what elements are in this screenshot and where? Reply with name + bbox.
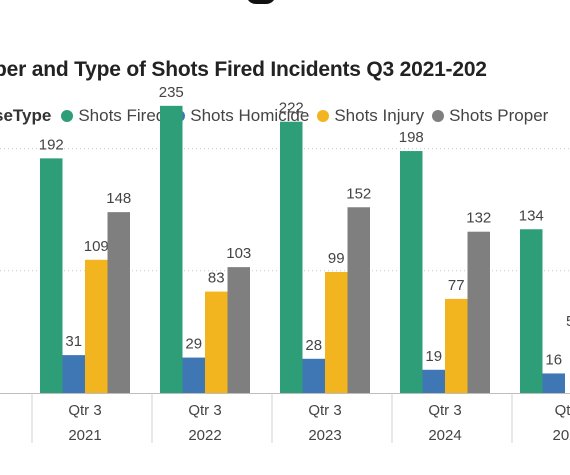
bar-shots-homicide-1	[182, 357, 205, 393]
data-label-shots-proper-1: 103	[226, 245, 251, 262]
chart-legend: seType Shots Fired Shots Homicide Shots …	[0, 106, 556, 126]
legend-item-shots-property[interactable]: Shots Proper	[432, 106, 548, 126]
data-label-shots-fired-3: 198	[399, 129, 424, 146]
x-tick-label-line2-3: 2024	[428, 427, 461, 444]
data-label-shots-proper-3: 132	[466, 210, 491, 227]
bar-shots-fired-4	[520, 229, 543, 393]
dashboard-title-fragment	[0, 0, 570, 8]
data-label-shots-fired-2: 222	[279, 100, 304, 117]
legend-label-shots-injury: Shots Injury	[334, 106, 425, 125]
data-label-shots-injury-2: 99	[328, 250, 345, 267]
bar-shots-homicide-2	[302, 358, 325, 393]
data-label-shots-proper-0: 148	[106, 190, 131, 207]
x-tick-label-line2-0: 2021	[68, 427, 101, 444]
bar-shots-fired-1	[160, 105, 183, 393]
bar-shots-proper-1	[227, 267, 250, 393]
legend-swatch-shots-property	[432, 110, 445, 122]
data-label-shots-injury-1: 83	[208, 270, 225, 287]
data-label-shots-proper-2: 152	[346, 185, 371, 202]
data-label-shots-injury-3: 77	[448, 277, 465, 294]
x-tick-label-line1-1: Qtr 3	[188, 402, 221, 419]
x-tick-label-line2-4: 202	[552, 427, 570, 444]
bar-shots-homicide-3	[422, 369, 445, 393]
data-label-shots-fired-1: 235	[159, 84, 184, 101]
bar-shots-homicide-0	[62, 355, 85, 393]
data-label-shots-injury-0: 109	[84, 238, 109, 255]
bar-shots-injury-2	[325, 272, 348, 393]
data-label-shots-fired-0: 192	[39, 136, 64, 153]
chart-title: ber and Type of Shots Fired Incidents Q3…	[0, 58, 487, 81]
legend-swatch-shots-fired	[61, 110, 74, 122]
bar-shots-proper-0	[107, 212, 130, 393]
data-label-shots-homicide-1: 29	[185, 336, 202, 353]
x-tick-label-line2-2: 2023	[308, 427, 341, 444]
bar-shots-fired-2	[280, 121, 303, 393]
data-label-partial: 5	[566, 313, 570, 330]
bar-shots-injury-1	[205, 291, 228, 393]
legend-swatch-shots-injury	[317, 110, 330, 122]
legend-item-shots-fired[interactable]: Shots Fired	[61, 106, 165, 126]
bar-shots-injury-3	[445, 298, 468, 393]
data-label-shots-fired-4: 134	[519, 207, 544, 224]
x-tick-label-line1-4: Qtr	[555, 402, 570, 419]
legend-label-shots-fired: Shots Fired	[78, 106, 166, 125]
data-label-shots-homicide-4: 16	[545, 351, 562, 368]
legend-item-shots-injury[interactable]: Shots Injury	[317, 106, 424, 126]
x-tick-label-line1-2: Qtr 3	[308, 402, 341, 419]
data-label-shots-homicide-0: 31	[65, 333, 82, 350]
data-label-shots-homicide-2: 28	[305, 337, 322, 354]
legend-title: seType	[0, 106, 52, 125]
legend-label-shots-homicide: Shots Homicide	[190, 106, 310, 125]
bar-shots-proper-3	[467, 231, 490, 393]
title-letter-fragment	[246, 0, 276, 4]
bar-shots-fired-3	[400, 151, 423, 393]
legend-label-shots-property: Shots Proper	[449, 106, 549, 125]
bar-shots-injury-0	[85, 259, 108, 393]
bar-shots-fired-0	[40, 158, 63, 393]
x-tick-label-line2-1: 2022	[188, 427, 221, 444]
x-tick-label-line1-3: Qtr 3	[428, 402, 461, 419]
data-label-shots-homicide-3: 19	[425, 348, 442, 365]
bar-shots-homicide-4	[542, 373, 565, 393]
x-tick-label-line1-0: Qtr 3	[68, 402, 101, 419]
bar-shots-proper-2	[347, 207, 370, 393]
